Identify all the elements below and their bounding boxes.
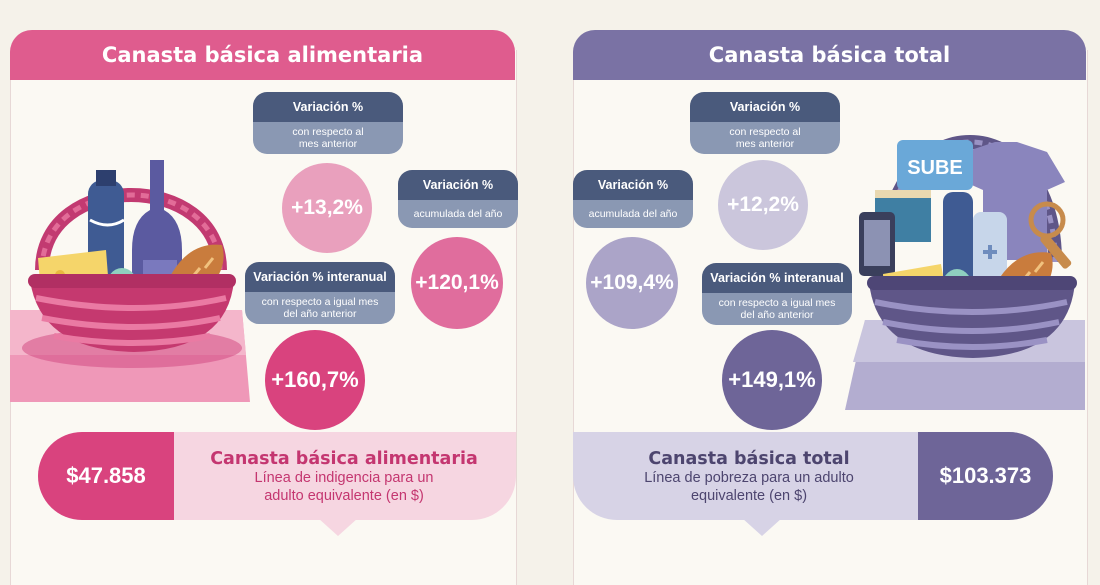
total-basket-description: Línea de pobreza para un adulto equivale… (644, 470, 854, 504)
interannual-variation-value: +160,7% (265, 330, 365, 430)
accumulated-variation-subtitle: acumulada del año (398, 200, 518, 228)
interannual-variation-subtitle: con respecto a igual mes del año anterio… (245, 292, 395, 324)
sube-card-label: SUBE (907, 157, 963, 179)
right-interannual-variation-subtitle: con respecto a igual mes del año anterio… (702, 293, 852, 325)
right-accumulated-variation-subtitle: acumulada del año (573, 200, 693, 228)
right-accumulated-variation-value: +109,4% (586, 237, 678, 329)
interannual-variation-label: Variación % interanual (253, 270, 387, 284)
left-panel-title: Canasta básica alimentaria (10, 30, 515, 80)
right-panel-title: Canasta básica total (573, 30, 1086, 80)
right-monthly-variation-value: +12,2% (718, 160, 808, 250)
interannual-variation-tab: Variación % interanual (245, 262, 395, 292)
total-basket-illustration: SUBE (845, 135, 1085, 410)
right-interannual-variation-value: +149,1% (722, 330, 822, 430)
right-summary-text: Canasta básica total Línea de pobreza pa… (580, 440, 918, 514)
monthly-variation-value: +13,2% (282, 163, 372, 253)
accumulated-variation-value: +120,1% (411, 237, 503, 329)
accumulated-variation-label: Variación % (422, 178, 494, 192)
right-interannual-variation-label: Variación % interanual (710, 271, 844, 285)
right-monthly-variation-subtitle: con respecto al mes anterior (690, 122, 840, 154)
total-basket-title: Canasta básica total (648, 449, 850, 469)
right-monthly-variation-label: Variación % (729, 100, 801, 114)
right-monthly-variation-tab: Variación % (690, 92, 840, 122)
food-basket-illustration (10, 160, 250, 402)
left-summary-text: Canasta básica alimentaria Línea de indi… (174, 440, 514, 514)
right-callout-pointer (742, 518, 782, 536)
monthly-variation-label: Variación % (292, 100, 364, 114)
food-basket-title: Canasta básica alimentaria (210, 449, 478, 469)
right-accumulated-variation-label: Variación % (597, 178, 669, 192)
right-interannual-variation-tab: Variación % interanual (702, 263, 852, 293)
food-basket-description: Línea de indigencia para un adulto equiv… (254, 470, 434, 504)
monthly-variation-tab: Variación % (253, 92, 403, 122)
accumulated-variation-tab: Variación % (398, 170, 518, 200)
left-callout-pointer (318, 518, 358, 536)
total-basket-price: $103.373 (918, 432, 1053, 520)
food-basket-price: $47.858 (38, 432, 174, 520)
right-accumulated-variation-tab: Variación % (573, 170, 693, 200)
monthly-variation-subtitle: con respecto al mes anterior (253, 122, 403, 154)
